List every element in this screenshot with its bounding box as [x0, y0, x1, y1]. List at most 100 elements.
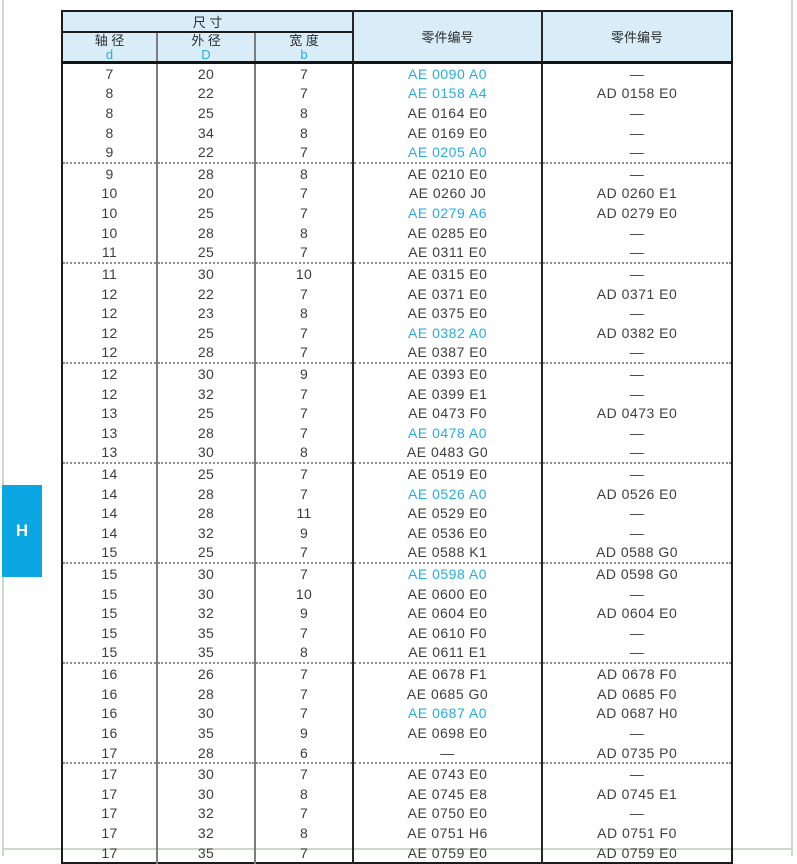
cell-outer-diameter: 28	[156, 683, 255, 704]
cell-part-number-1: AE 0750 E0	[352, 803, 543, 824]
cell-part-number-2: —	[541, 242, 733, 264]
cell-shaft-diameter: 10	[101, 205, 118, 222]
cell-part-number-2: —	[541, 583, 733, 604]
cell-shaft-diameter: 8	[105, 85, 114, 102]
cell-outer-diameter: 30	[156, 703, 255, 724]
cell-shaft-diameter: 14	[101, 524, 118, 541]
table-row: 8 34 8 AE 0169 E0 —	[62, 122, 733, 143]
table-row: 9 28 8 AE 0210 E0 —	[62, 162, 733, 184]
table-row: 17 35 7 AE 0759 E0 AD 0759 E0	[62, 842, 733, 864]
table-row: 12 28 7 AE 0387 E0 —	[62, 342, 733, 364]
table-row: 17 32 7 AE 0750 E0 —	[62, 803, 733, 824]
cell-part-number-2: —	[541, 162, 733, 184]
cell-part-number-1: AE 0375 E0	[352, 303, 543, 323]
cell-width: 8	[253, 222, 354, 243]
cell-outer-diameter: 25	[156, 403, 255, 423]
cell-part-number-2: —	[541, 103, 733, 123]
cell-shaft-diameter: 9	[105, 144, 114, 161]
cell-part-number-1: AE 0536 E0	[352, 523, 543, 543]
cell-part-number-2: —	[541, 623, 733, 643]
section-tab-h[interactable]: H	[2, 485, 42, 577]
cell-part-number-2: AD 0735 P0	[541, 742, 733, 764]
cell-part-number-2: AD 0751 F0	[541, 823, 733, 843]
table-row: 14 28 11 AE 0529 E0 —	[62, 503, 733, 524]
cell-part-number-1: AE 0698 E0	[352, 723, 543, 743]
cell-shaft-diameter: 7	[105, 65, 114, 82]
cell-part-number-1: —	[352, 742, 543, 764]
cell-part-number-2: AD 0685 F0	[541, 683, 733, 704]
cell-outer-diameter: 28	[156, 162, 255, 184]
table-row: 15 35 8 AE 0611 E1 —	[62, 642, 733, 664]
cell-part-number-2: —	[541, 523, 733, 543]
table-row: 7 20 7 AE 0090 A0 —	[62, 62, 733, 84]
cell-part-number-1: AE 0751 H6	[352, 823, 543, 843]
table-row: 16 28 7 AE 0685 G0 AD 0685 F0	[62, 683, 733, 704]
page-border-right	[791, 0, 793, 856]
cell-part-number-2: AD 0598 G0	[541, 562, 733, 584]
table-body: 7 20 7 AE 0090 A0 — 8 22 7 AE 0158 A4 AD…	[62, 62, 733, 864]
cell-part-number-2: AD 0279 E0	[541, 203, 733, 223]
cell-part-number-1: AE 0529 E0	[352, 503, 543, 524]
cell-part-number-1[interactable]: AE 0687 A0	[352, 703, 543, 724]
cell-shaft-diameter: 11	[101, 244, 118, 261]
cell-part-number-2: —	[541, 222, 733, 243]
cell-outer-diameter: 28	[156, 342, 255, 364]
cell-part-number-1[interactable]: AE 0526 A0	[352, 483, 543, 504]
cell-outer-diameter: 22	[156, 142, 255, 164]
cell-part-number-1[interactable]: AE 0598 A0	[352, 562, 543, 584]
cell-outer-diameter: 32	[156, 823, 255, 843]
cell-width: 7	[253, 383, 354, 404]
cell-part-number-2: —	[541, 383, 733, 404]
column-label: 轴 径	[94, 32, 125, 48]
table-row: 15 25 7 AE 0588 K1 AD 0588 G0	[62, 542, 733, 564]
cell-outer-diameter: 25	[156, 242, 255, 264]
cell-part-number-1: AE 0743 E0	[352, 762, 543, 784]
cell-outer-diameter: 25	[156, 542, 255, 564]
cell-outer-diameter: 30	[156, 442, 255, 464]
cell-width: 9	[253, 523, 354, 543]
cell-part-number-2: —	[541, 62, 733, 84]
cell-shaft-diameter: 13	[101, 405, 118, 422]
cell-outer-diameter: 25	[156, 203, 255, 223]
cell-width: 7	[253, 322, 354, 343]
cell-outer-diameter: 28	[156, 483, 255, 504]
cell-outer-diameter: 35	[156, 723, 255, 743]
cell-part-number-2: —	[541, 442, 733, 464]
cell-part-number-1[interactable]: AE 0205 A0	[352, 142, 543, 164]
page-border-left	[2, 0, 4, 856]
cell-part-number-1[interactable]: AE 0279 A6	[352, 203, 543, 223]
table-row: 17 32 8 AE 0751 H6 AD 0751 F0	[62, 823, 733, 843]
column-label: 宽 度	[289, 32, 319, 48]
cell-width: 7	[253, 422, 354, 443]
cell-outer-diameter: 25	[156, 322, 255, 343]
table-row: 8 25 8 AE 0164 E0 —	[62, 103, 733, 123]
table-row: 12 22 7 AE 0371 E0 AD 0371 E0	[62, 283, 733, 304]
cell-part-number-1[interactable]: AE 0158 A4	[352, 83, 543, 104]
cell-width: 7	[253, 703, 354, 724]
cell-part-number-1[interactable]: AE 0478 A0	[352, 422, 543, 443]
table-row: 13 25 7 AE 0473 F0 AD 0473 E0	[62, 403, 733, 423]
table-header: 尺 寸 零件编号 零件编号 轴 径 d 外 径 D 宽 度 b	[62, 11, 733, 64]
cell-part-number-2: —	[541, 462, 733, 484]
table-row: 16 30 7 AE 0687 A0 AD 0687 H0	[62, 703, 733, 724]
cell-part-number-1: AE 0519 E0	[352, 462, 543, 484]
cell-width: 9	[253, 723, 354, 743]
cell-outer-diameter: 30	[156, 562, 255, 584]
cell-width: 7	[253, 183, 354, 204]
cell-width: 7	[253, 762, 354, 784]
cell-part-number-1[interactable]: AE 0090 A0	[352, 62, 543, 84]
cell-shaft-diameter: 16	[101, 724, 118, 741]
cell-width: 7	[253, 483, 354, 504]
cell-outer-diameter: 34	[156, 122, 255, 143]
cell-part-number-1: AE 0210 E0	[352, 162, 543, 184]
cell-width: 7	[253, 142, 354, 164]
cell-shaft-diameter: 13	[101, 424, 118, 441]
cell-part-number-2: —	[541, 303, 733, 323]
cell-shaft-diameter: 10	[101, 224, 118, 241]
cell-part-number-1[interactable]: AE 0382 A0	[352, 322, 543, 343]
cell-part-number-2: —	[541, 142, 733, 164]
cell-part-number-1: AE 0315 E0	[352, 262, 543, 284]
cell-part-number-2: AD 0604 E0	[541, 603, 733, 624]
table-row: 15 35 7 AE 0610 F0 —	[62, 623, 733, 643]
cell-width: 10	[253, 583, 354, 604]
